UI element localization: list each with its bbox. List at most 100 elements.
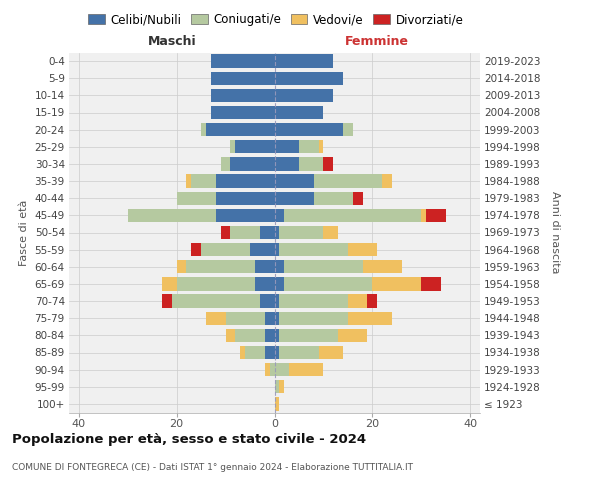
Bar [250,243,275,256]
Bar [230,157,275,170]
Bar [348,294,367,308]
Bar [275,363,289,376]
Bar [373,277,421,290]
Bar [280,226,323,239]
Bar [343,123,353,136]
Bar [348,312,392,325]
Bar [280,328,338,342]
Bar [172,294,260,308]
Bar [275,106,323,119]
Bar [191,243,201,256]
Bar [162,294,172,308]
Bar [275,243,280,256]
Bar [221,226,230,239]
Bar [275,72,343,85]
Bar [299,140,319,153]
Bar [260,294,275,308]
Bar [216,208,275,222]
Bar [338,328,367,342]
Bar [206,312,226,325]
Bar [314,192,353,205]
Bar [275,54,333,68]
Bar [280,294,348,308]
Bar [265,312,275,325]
Bar [265,346,275,359]
Bar [275,140,299,153]
Bar [216,174,275,188]
Bar [226,328,235,342]
Bar [275,192,314,205]
Text: Femmine: Femmine [345,35,409,48]
Bar [275,226,280,239]
Bar [230,226,260,239]
Bar [289,363,323,376]
Bar [421,208,426,222]
Bar [284,277,373,290]
Bar [323,157,333,170]
Bar [255,260,275,274]
Bar [211,54,275,68]
Bar [275,88,333,102]
Y-axis label: Anni di nascita: Anni di nascita [550,191,560,274]
Bar [280,312,348,325]
Bar [162,277,176,290]
Bar [201,243,250,256]
Bar [260,226,275,239]
Bar [319,140,323,153]
Y-axis label: Fasce di età: Fasce di età [19,200,29,266]
Bar [269,363,275,376]
Bar [299,157,323,170]
Bar [275,294,280,308]
Bar [275,123,343,136]
Bar [382,174,392,188]
Bar [323,226,338,239]
Bar [367,294,377,308]
Bar [226,312,265,325]
Bar [284,260,362,274]
Bar [275,157,299,170]
Bar [275,260,284,274]
Bar [275,174,314,188]
Bar [187,260,255,274]
Bar [245,346,265,359]
Bar [216,192,275,205]
Bar [221,157,230,170]
Bar [280,346,319,359]
Bar [421,277,441,290]
Bar [319,346,343,359]
Bar [284,208,421,222]
Bar [235,328,265,342]
Bar [230,140,235,153]
Legend: Celibi/Nubili, Coniugati/e, Vedovi/e, Divorziati/e: Celibi/Nubili, Coniugati/e, Vedovi/e, Di… [83,8,469,31]
Bar [265,328,275,342]
Bar [362,260,402,274]
Bar [211,106,275,119]
Text: Maschi: Maschi [148,35,196,48]
Bar [176,277,255,290]
Bar [275,346,280,359]
Bar [201,123,206,136]
Text: COMUNE DI FONTEGRECA (CE) - Dati ISTAT 1° gennaio 2024 - Elaborazione TUTTITALIA: COMUNE DI FONTEGRECA (CE) - Dati ISTAT 1… [12,462,413,471]
Bar [275,277,284,290]
Bar [211,72,275,85]
Bar [211,88,275,102]
Bar [426,208,446,222]
Bar [265,363,269,376]
Bar [280,380,284,394]
Bar [206,123,275,136]
Bar [191,174,216,188]
Bar [176,192,216,205]
Bar [348,243,377,256]
Text: Popolazione per età, sesso e stato civile - 2024: Popolazione per età, sesso e stato civil… [12,432,366,446]
Bar [280,243,348,256]
Bar [275,208,284,222]
Bar [235,140,275,153]
Bar [275,380,280,394]
Bar [275,328,280,342]
Bar [176,260,187,274]
Bar [255,277,275,290]
Bar [187,174,191,188]
Bar [275,312,280,325]
Bar [314,174,382,188]
Bar [240,346,245,359]
